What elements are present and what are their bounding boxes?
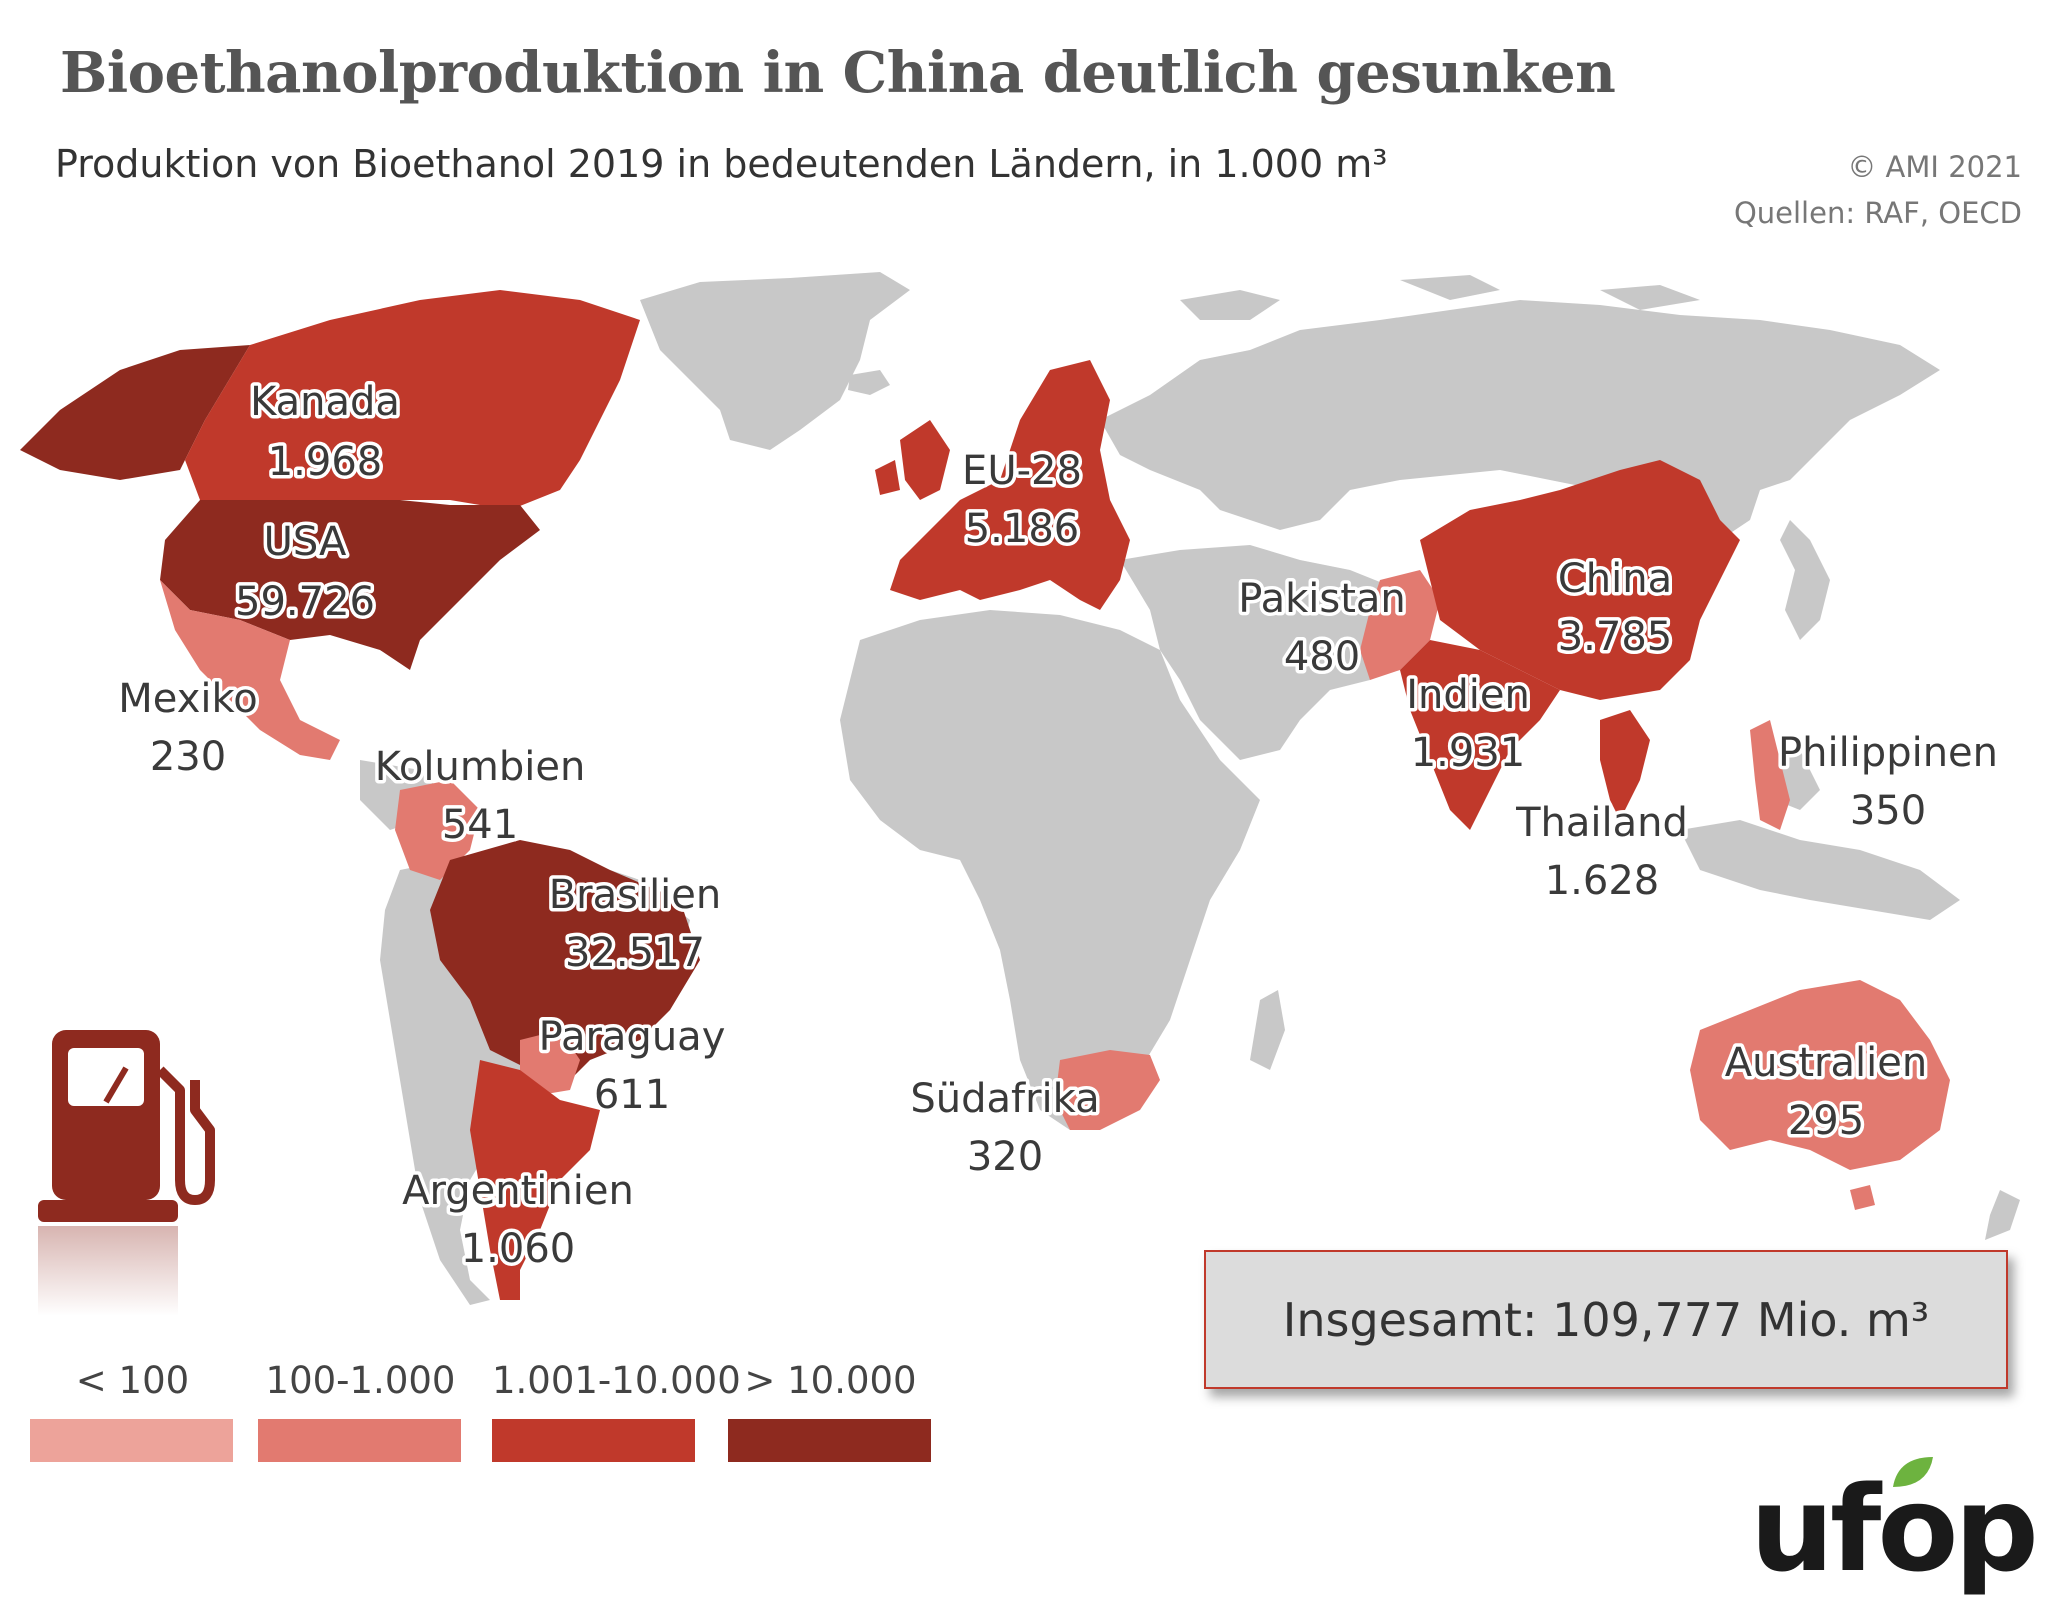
label-paraguay-value: 611 xyxy=(594,1072,670,1118)
label-usa-value: 59.726 xyxy=(235,579,375,625)
legend-swatch xyxy=(258,1419,461,1462)
south-africa-shape xyxy=(1055,1050,1160,1130)
alaska-shape xyxy=(20,345,250,480)
label-philippinen-value: 350 xyxy=(1850,788,1926,834)
label-paraguay-name: Paraguay xyxy=(539,1014,726,1060)
thailand-shape xyxy=(1600,710,1650,820)
colombia-shape xyxy=(395,780,480,880)
label-thailand-name: Thailand xyxy=(1515,800,1688,846)
label-kanada-name: Kanada xyxy=(250,379,400,425)
label-pakistan-name: Pakistan xyxy=(1238,576,1406,622)
legend-label: 100-1.000 xyxy=(265,1359,456,1402)
label-indien-name: Indien xyxy=(1406,672,1530,718)
philippines-shape xyxy=(1750,720,1790,830)
total-box: Insgesamt: 109,777 Mio. m³ xyxy=(1204,1250,2008,1389)
legend-swatch xyxy=(728,1419,931,1462)
label-kolumbien-value: 541 xyxy=(442,802,518,848)
label-argentinien-value: 1.060 xyxy=(461,1226,576,1272)
brazil-shape xyxy=(430,840,700,1090)
label-eu28-value: 5.186 xyxy=(965,506,1080,552)
uk-shape xyxy=(900,420,950,500)
subtitle: Produktion von Bioethanol 2019 in bedeut… xyxy=(55,142,1388,186)
legend-swatch xyxy=(492,1419,695,1462)
canada-shape xyxy=(185,290,640,510)
label-china-value: 3.785 xyxy=(1558,614,1673,660)
mexico-shape xyxy=(160,580,340,760)
label-australien-value: 295 xyxy=(1788,1098,1864,1144)
china-shape xyxy=(1420,460,1740,700)
legend-label: > 10.000 xyxy=(744,1359,917,1402)
india-shape xyxy=(1400,640,1560,830)
ireland-shape xyxy=(875,460,900,495)
sources: Quellen: RAF, OECD xyxy=(1733,196,2022,230)
leaf-icon xyxy=(1893,1457,1933,1487)
label-suedafrika-value: 320 xyxy=(967,1134,1043,1180)
legend-item: 1.001-10.000 xyxy=(492,1355,741,1462)
pakistan-shape xyxy=(1360,570,1440,680)
label-indien-value: 1.931 xyxy=(1411,730,1526,776)
usa-shape xyxy=(160,500,540,670)
legend-item: < 100 xyxy=(30,1355,235,1462)
label-argentinien-name: Argentinien xyxy=(402,1168,634,1214)
argentina-shape xyxy=(470,1060,600,1300)
label-suedafrika-name: Südafrika xyxy=(910,1076,1099,1122)
fuel-pump-icon xyxy=(38,1030,215,1316)
label-pakistan-value: 480 xyxy=(1284,634,1360,680)
country-shapes xyxy=(20,290,1950,1300)
label-kolumbien-name: Kolumbien xyxy=(375,744,586,790)
country-labels: Kanada 1.968 USA 59.726 Mexiko 230 Kolum… xyxy=(115,376,2002,1276)
legend-item: 100-1.000 xyxy=(258,1355,463,1462)
label-australien-name: Australien xyxy=(1725,1040,1927,1086)
label-philippinen-name: Philippinen xyxy=(1778,730,1998,776)
australia-shape xyxy=(1690,980,1950,1170)
legend-swatch xyxy=(30,1419,233,1462)
copyright: © AMI 2021 xyxy=(1847,150,2022,184)
label-eu28-name: EU-28 xyxy=(962,448,1082,494)
label-brasilien-value: 32.517 xyxy=(565,930,705,976)
tasmania-shape xyxy=(1850,1185,1875,1210)
paraguay-shape xyxy=(520,1030,580,1095)
label-usa-name: USA xyxy=(264,519,347,565)
eu28-shape xyxy=(890,360,1130,610)
label-thailand-value: 1.628 xyxy=(1545,858,1660,904)
legend-label: 1.001-10.000 xyxy=(492,1359,741,1402)
total-text: Insgesamt: 109,777 Mio. m³ xyxy=(1282,1292,1930,1347)
legend-item: > 10.000 xyxy=(728,1355,933,1462)
label-brasilien-name: Brasilien xyxy=(549,872,722,918)
legend-label: < 100 xyxy=(75,1359,190,1402)
label-china-name: China xyxy=(1558,556,1672,602)
label-mexiko-name: Mexiko xyxy=(118,676,257,722)
page-title: Bioethanolproduktion in China deutlich g… xyxy=(60,40,1616,106)
label-mexiko-value: 230 xyxy=(150,734,226,780)
label-kanada-value: 1.968 xyxy=(268,439,383,485)
